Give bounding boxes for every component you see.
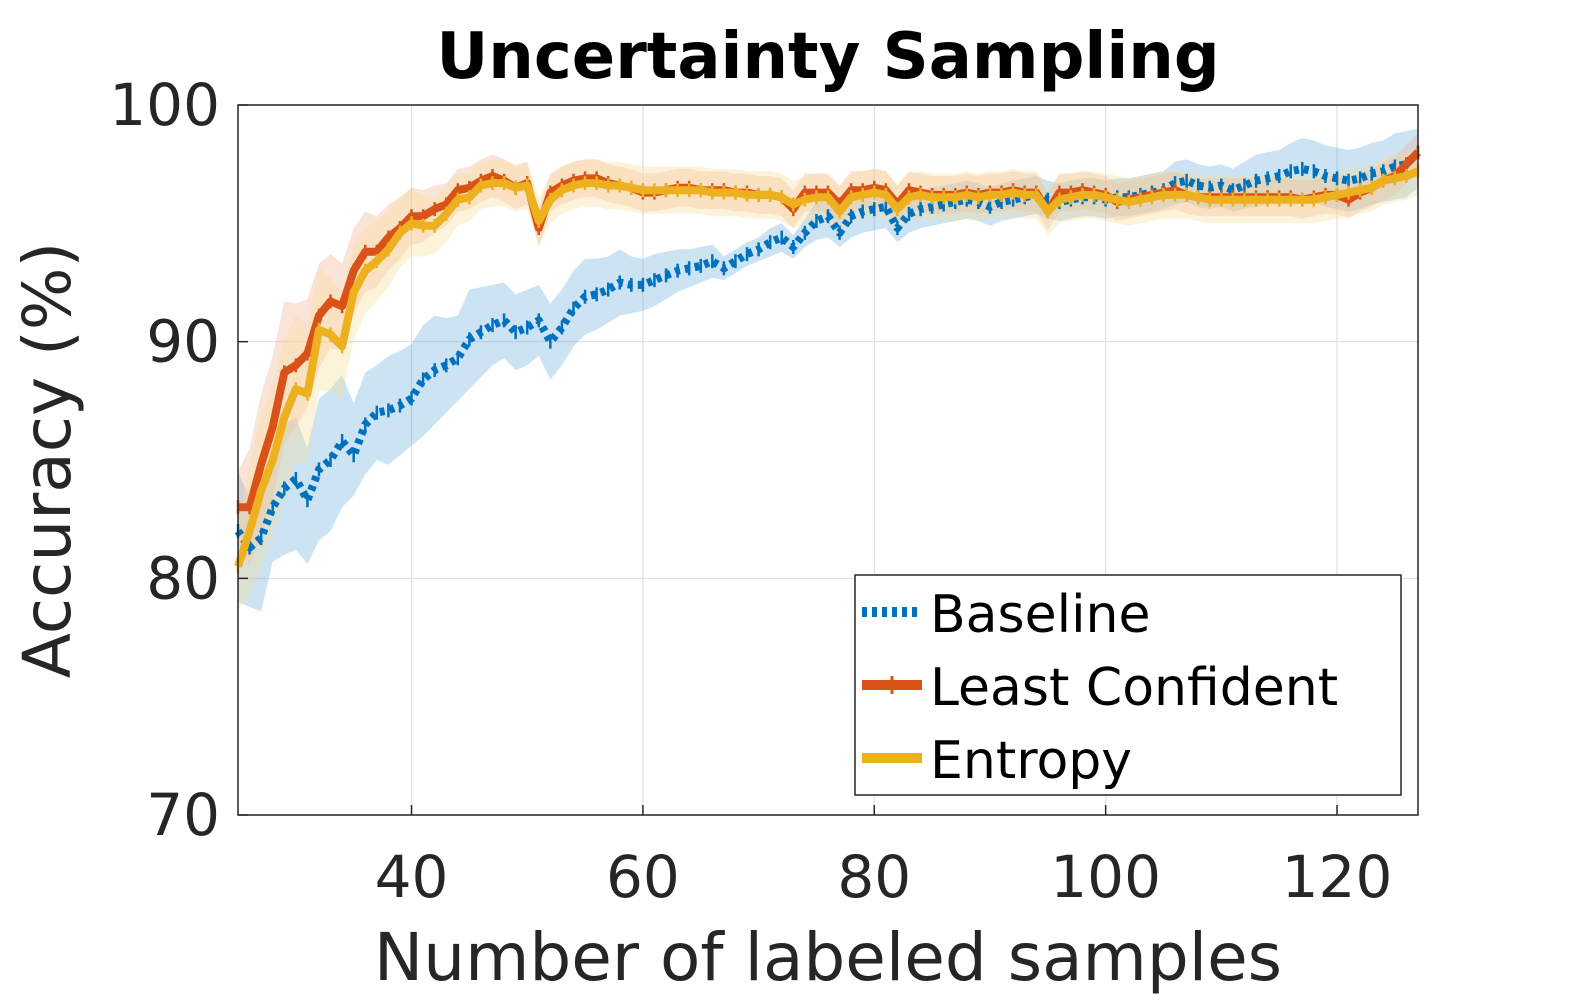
x-tick-label-40: 40 [375,843,449,911]
x-tick-label-100: 100 [1050,843,1161,911]
legend-box [854,574,1402,796]
y-tick-label-100: 100 [109,71,220,139]
y-tick-label-70: 70 [146,781,220,849]
legend-label-entropy: Entropy [930,731,1132,791]
legend-label-least-confident: Least Confident [930,658,1338,718]
y-tick-label-80: 80 [146,544,220,612]
y-axis-label: Accuracy (%) [9,242,86,679]
legend: Baseline Least Confident Entropy [854,574,1402,796]
x-tick-label-120: 120 [1282,843,1393,911]
series-lines [234,145,1421,574]
band-entropy [238,147,1418,610]
legend-entry-baseline: Baseline [862,585,1150,645]
legend-label-baseline: Baseline [930,585,1150,645]
y-tick-label-90: 90 [146,308,220,376]
x-tick-label-80: 80 [837,843,911,911]
band-baseline [238,128,1418,612]
legend-entry-least-confident: Least Confident [862,658,1338,718]
plot-area-frame [237,104,1419,816]
x-axis-ticks: 40 60 80 100 120 [375,805,1393,911]
x-tick-label-60: 60 [606,843,680,911]
y-axis-ticks: 70 80 90 100 [109,71,248,849]
confidence-bands [238,128,1418,612]
chart-title: Uncertainty Sampling [436,20,1219,94]
x-axis-label: Number of labeled samples [374,919,1282,996]
legend-entry-entropy: Entropy [862,731,1132,791]
